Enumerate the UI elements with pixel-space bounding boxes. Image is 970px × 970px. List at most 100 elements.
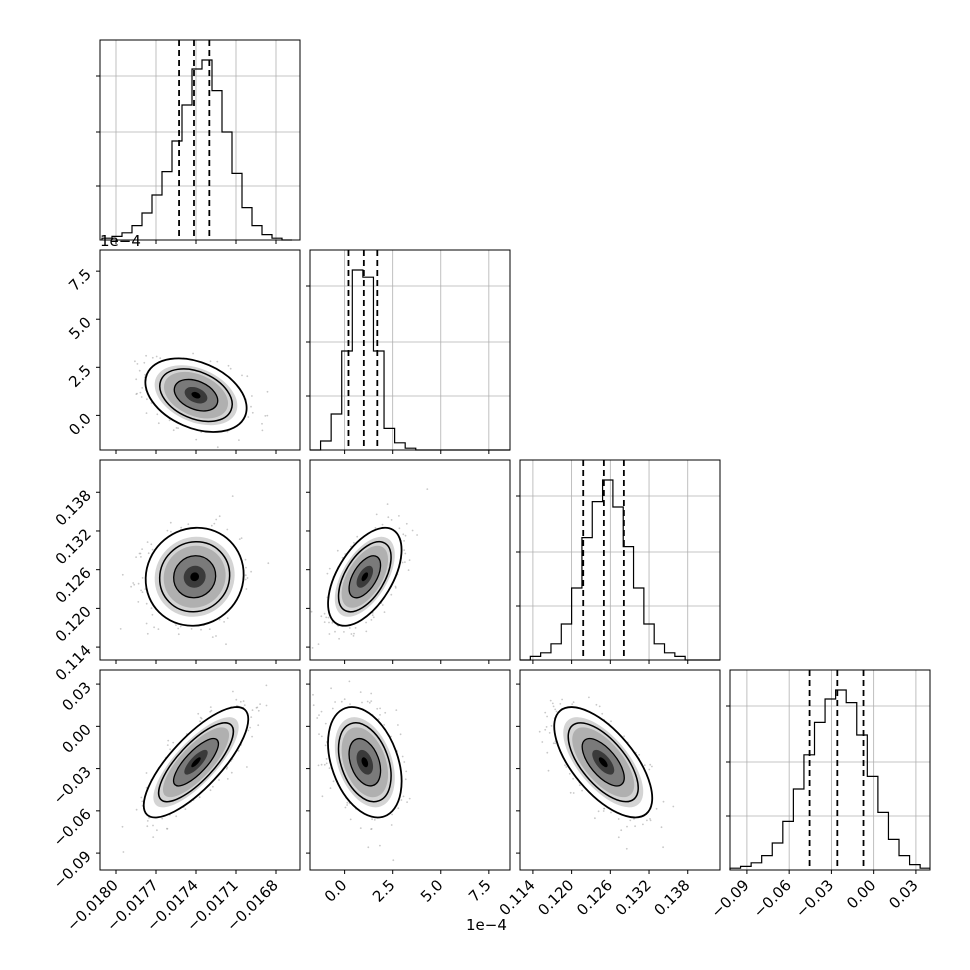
sample-point (145, 772, 148, 774)
sample-point (231, 495, 234, 497)
sample-point (122, 851, 125, 853)
sample-point (244, 574, 247, 577)
sample-point (180, 526, 183, 529)
sample-point (155, 355, 158, 358)
sample-point (226, 528, 229, 531)
sample-point (343, 631, 345, 633)
sample-point (365, 621, 367, 624)
x-tick-label: 0.126 (573, 876, 616, 919)
sample-point (135, 393, 138, 395)
sample-point (156, 413, 159, 416)
sample-point (392, 859, 395, 862)
sample-point (210, 709, 213, 712)
sample-point (623, 735, 625, 738)
sample-point (175, 427, 178, 429)
sample-point (546, 715, 548, 718)
sample-point (318, 714, 320, 716)
sample-point (379, 844, 381, 847)
x-tick-label: 2.5 (369, 876, 399, 906)
sample-point (321, 795, 324, 798)
sample-point (146, 825, 149, 828)
sample-point (226, 617, 229, 620)
sample-point (159, 357, 162, 359)
sample-point (325, 616, 328, 619)
x-tick-label: −0.03 (792, 876, 837, 921)
contour-outer (553, 706, 654, 819)
sample-point (550, 725, 553, 727)
sample-point (237, 750, 240, 752)
sample-point (135, 378, 138, 381)
sample-point (348, 627, 351, 629)
sample-point (546, 751, 549, 754)
sample-point (146, 398, 148, 401)
sample-point (119, 628, 122, 630)
sample-point (139, 552, 142, 555)
sample-point (140, 556, 142, 558)
sample-point (552, 705, 555, 708)
sample-point (265, 704, 268, 707)
sample-point (549, 699, 552, 702)
sample-point (213, 522, 216, 525)
sample-point (598, 705, 601, 708)
sample-point (244, 558, 247, 561)
sample-point (247, 416, 250, 418)
sample-point (152, 836, 155, 838)
sample-point (238, 538, 241, 540)
sample-point (135, 808, 138, 811)
contour-outer (327, 706, 403, 819)
sample-point (199, 720, 202, 723)
y-tick-label: 5.0 (65, 313, 95, 343)
sample-point (395, 709, 398, 711)
sample-point (264, 415, 267, 417)
sample-point (134, 360, 136, 363)
y-tick-label: −0.09 (50, 847, 95, 892)
panel-p0-p1 (134, 352, 269, 449)
sample-point (390, 824, 393, 826)
sample-point (404, 552, 407, 555)
sample-point (137, 582, 140, 585)
sample-point (169, 748, 172, 751)
sample-point (564, 764, 566, 766)
sample-point (121, 573, 124, 576)
y-tick-label: 0.126 (52, 564, 95, 607)
y-tick-label: 0.132 (52, 525, 95, 568)
sample-point (426, 488, 429, 490)
sample-point (662, 846, 664, 849)
sample-point (548, 732, 551, 734)
sample-point (212, 785, 214, 788)
panel-frame (99, 459, 301, 661)
sample-point (265, 684, 268, 687)
sample-point (402, 533, 405, 536)
sample-point (187, 523, 190, 526)
sample-point (404, 534, 407, 537)
sample-point (328, 633, 331, 635)
sample-point (198, 796, 201, 799)
sample-point (350, 633, 353, 635)
sample-point (150, 402, 153, 404)
sample-point (141, 387, 144, 389)
sample-point (209, 360, 212, 363)
y-tick-label: 0.114 (52, 641, 95, 684)
sample-point (328, 621, 330, 624)
sample-point (545, 726, 548, 728)
density-peak (361, 572, 369, 582)
sample-point (157, 422, 160, 425)
sample-point (230, 771, 233, 774)
sample-point (568, 772, 571, 775)
sample-point (141, 800, 144, 803)
sample-point (239, 700, 242, 703)
sample-point (402, 795, 405, 798)
y-tick-label: −0.06 (50, 805, 95, 850)
sample-point (397, 724, 399, 726)
sample-point (266, 414, 269, 417)
sample-point (177, 633, 180, 636)
sample-point (338, 637, 340, 640)
sample-point (324, 744, 327, 747)
sample-point (147, 552, 150, 555)
sample-point (359, 827, 362, 829)
sample-point (312, 704, 315, 707)
sample-point (404, 778, 407, 781)
sample-point (251, 411, 254, 414)
sample-point (175, 624, 177, 626)
sample-point (166, 827, 168, 830)
